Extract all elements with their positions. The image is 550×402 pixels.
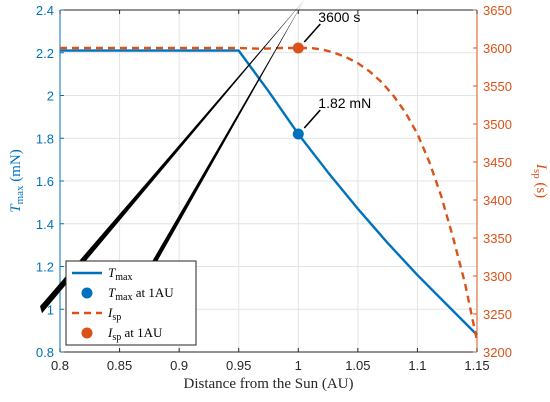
- y-left-tick-label: 1.6: [36, 174, 54, 189]
- legend-label: Tmax: [108, 265, 132, 283]
- y-left-tick-label: 1: [47, 302, 54, 317]
- legend-label-main: I: [107, 325, 113, 340]
- series-layer: [60, 46, 479, 341]
- x-tick-label: 0.85: [107, 358, 132, 373]
- series-line-tmax: [60, 49, 478, 336]
- marker-tmax-1au: [292, 128, 304, 140]
- y-right-tick-label: 3600: [483, 41, 512, 56]
- y-right-axis-label-tail: (s): [533, 179, 549, 199]
- annotation-arrow-line: [303, 109, 321, 129]
- x-tick-label: 1: [295, 358, 302, 373]
- y-right-tick-label: 3500: [483, 117, 512, 132]
- annotation-arrow-line: [303, 23, 321, 43]
- y-left-axis-label: Tmax (mN): [8, 149, 26, 213]
- axis-labels: Distance from the Sun (AU) Tmax (mN) Isp (…: [8, 149, 549, 392]
- legend-label-sub: max: [115, 292, 132, 303]
- y-left-tick-label: 2: [47, 89, 54, 104]
- legend-label: Isp: [107, 305, 121, 323]
- y-right-tick-label: 3400: [483, 193, 512, 208]
- y-right-tick-label: 3550: [483, 79, 512, 94]
- x-tick-label: 1.1: [408, 358, 426, 373]
- annotation-arrowhead: [40, 0, 305, 314]
- ticks-layer: 0.8 0.85 0.9 0.95 1 1.05 1.1 1.150.811.21.41.61…: [36, 3, 512, 373]
- x-tick-label: 1.05: [345, 358, 370, 373]
- legend-label-sub: sp: [112, 332, 121, 343]
- legend-entry-tmax-1au: Tmax at 1AU: [81, 285, 174, 303]
- legend-label-sub: max: [115, 272, 132, 283]
- legend-label: Isp at 1AU: [107, 325, 163, 343]
- legend-marker-swatch: [81, 287, 93, 299]
- y-right-tick-label: 3200: [483, 345, 512, 360]
- y-right-tick-label: 3350: [483, 231, 512, 246]
- y-right-tick-label: 3650: [483, 3, 512, 18]
- y-right-axis-label: Isp (s): [531, 163, 549, 198]
- y-left-tick-label: 2.2: [36, 46, 54, 61]
- y-right-tick-label: 3300: [483, 269, 512, 284]
- annotation-label: 3600 s: [318, 9, 360, 25]
- y-left-axis-label-main: T: [8, 203, 24, 213]
- legend-label-sub: sp: [112, 312, 121, 323]
- y-left-tick-label: 1.8: [36, 131, 54, 146]
- y-right-tick-label: 3250: [483, 307, 512, 322]
- legend-label-main: T: [108, 265, 116, 280]
- legend-entry-tmax: Tmax: [72, 265, 132, 283]
- x-axis-label: Distance from the Sun (AU): [184, 376, 354, 392]
- legend-entry-isp-1au: Isp at 1AU: [81, 325, 163, 343]
- y-right-axis-label-sub: sp: [531, 169, 543, 179]
- annotation-label: 1.82 mN: [318, 95, 371, 111]
- marker-layer: 1.82 mN 3600 s: [40, 0, 371, 314]
- x-tick-label: 0.9: [170, 358, 188, 373]
- y-left-tick-label: 1.4: [36, 217, 54, 232]
- legend-label-tail: at 1AU: [132, 285, 174, 300]
- y-right-tick-label: 3450: [483, 155, 512, 170]
- legend-marker-swatch: [81, 327, 93, 339]
- x-tick-label: 0.8: [51, 358, 69, 373]
- legend-label-main: I: [107, 305, 113, 320]
- y-right-axis-label-main: I: [533, 163, 549, 170]
- y-left-tick-label: 1.2: [36, 260, 54, 275]
- legend-label-tail: at 1AU: [121, 325, 163, 340]
- marker-isp-1au: [292, 42, 304, 54]
- annotation-arrowhead: [125, 0, 305, 314]
- y-left-tick-label: 0.8: [36, 345, 54, 360]
- legend-label: Tmax at 1AU: [108, 285, 174, 303]
- x-tick-label: 0.95: [226, 358, 251, 373]
- legend-label-main: T: [108, 285, 116, 300]
- legend-entry-isp: Isp: [72, 305, 121, 323]
- y-left-axis-label-sub: max: [14, 185, 26, 204]
- y-left-tick-label: 2.4: [36, 3, 54, 18]
- x-tick-label: 1.15: [464, 358, 489, 373]
- y-left-axis-label-tail: (mN): [8, 149, 24, 185]
